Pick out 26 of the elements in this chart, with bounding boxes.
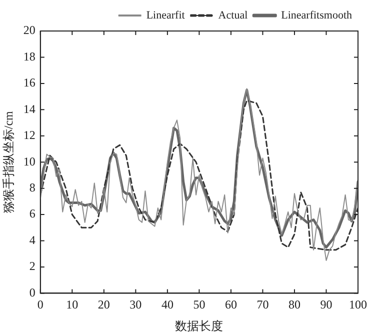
legend-label: Linearfitsmooth bbox=[281, 9, 352, 22]
x-tick-label: 100 bbox=[349, 298, 367, 312]
y-tick-label: 2 bbox=[29, 259, 36, 274]
x-tick-label: 90 bbox=[320, 298, 332, 312]
y-axis-title: 猕猴手指纵坐标/cm bbox=[1, 110, 16, 214]
y-tick-label: 6 bbox=[29, 206, 36, 221]
y-tick-label: 0 bbox=[29, 285, 36, 300]
x-tick-label: 50 bbox=[193, 298, 206, 312]
x-tick-label: 20 bbox=[98, 298, 110, 312]
y-tick-label: 14 bbox=[23, 102, 36, 116]
y-tick-label: 10 bbox=[23, 154, 36, 168]
x-axis-title: 数据长度 bbox=[175, 318, 224, 333]
y-tick-label: 18 bbox=[23, 49, 36, 64]
y-tick-label: 12 bbox=[23, 128, 36, 142]
y-tick-label: 16 bbox=[23, 76, 36, 90]
x-tick-label: 70 bbox=[256, 298, 269, 312]
x-tick-label: 40 bbox=[161, 298, 174, 312]
legend-label: Linearfit bbox=[146, 9, 185, 22]
x-tick-label: 80 bbox=[288, 298, 300, 312]
legend-label: Actual bbox=[218, 9, 248, 22]
y-tick-label: 20 bbox=[23, 23, 36, 38]
y-tick-label: 8 bbox=[29, 180, 36, 194]
x-tick-label: 10 bbox=[66, 298, 78, 312]
x-tick-label: 60 bbox=[224, 298, 237, 312]
x-tick-label: 30 bbox=[130, 298, 142, 312]
y-tick-label: 4 bbox=[29, 232, 36, 247]
